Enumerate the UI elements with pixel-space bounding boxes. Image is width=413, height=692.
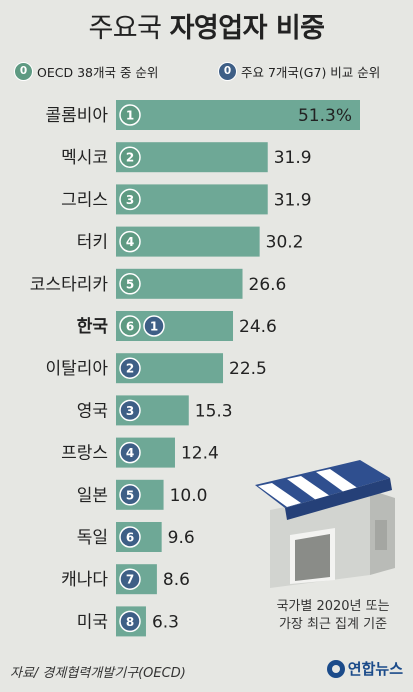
value-label: 8.6 [163, 570, 190, 590]
value-label: 10.0 [170, 486, 208, 506]
g7-rank-badge [143, 315, 165, 337]
oecd-rank-badge [119, 188, 141, 211]
oecd-rank-badge [119, 273, 141, 295]
oecd-rank-number: 3 [126, 193, 134, 207]
category-label: 캐나다 [61, 570, 108, 590]
note-line-2: 가장 최근 집계 기준 [278, 617, 388, 632]
title-bold: 자영업자 비중 [169, 13, 325, 44]
legend-g7: 0 주요 7개국(G7) 비교 순위 [218, 62, 380, 81]
value-label: 9.6 [168, 528, 195, 548]
logo-text: 연합뉴스 [347, 660, 403, 678]
logo-mark-icon [326, 659, 345, 678]
value-label: 30.2 [266, 233, 304, 253]
note-line-1: 국가별 2020년 또는 [276, 599, 390, 614]
value-label: 26.6 [249, 275, 287, 295]
g7-rank-number: 8 [126, 615, 134, 629]
category-label: 독일 [77, 528, 108, 548]
g7-rank-number: 5 [126, 488, 134, 502]
g7-rank-number: 6 [126, 531, 134, 545]
legend-oecd-badge: 0 [14, 62, 33, 81]
bar [116, 100, 360, 130]
g7-rank-badge [119, 526, 141, 548]
g7-rank-badge [119, 610, 141, 633]
oecd-rank-number: 6 [126, 320, 134, 334]
category-label: 미국 [77, 612, 108, 632]
legend-oecd-label: OECD 38개국 중 순위 [37, 65, 159, 80]
category-label: 터키 [77, 233, 108, 253]
category-label: 영국 [77, 401, 108, 421]
oecd-rank-badge [119, 315, 141, 337]
category-label: 프랑스 [61, 444, 108, 464]
value-label: 31.9 [274, 190, 312, 210]
g7-rank-badge [119, 357, 141, 379]
chart-note: 국가별 2020년 또는 가장 최근 집계 기준 [258, 598, 408, 634]
g7-rank-number: 2 [126, 362, 134, 376]
category-label: 멕시코 [61, 148, 108, 168]
value-label: 15.3 [195, 401, 233, 421]
g7-rank-badge [119, 568, 141, 590]
bar [116, 142, 268, 173]
title-light: 주요국 [88, 13, 162, 44]
g7-rank-number: 7 [126, 573, 134, 587]
oecd-rank-number: 4 [126, 235, 134, 249]
oecd-rank-badge [119, 230, 141, 253]
g7-rank-badge [119, 484, 141, 506]
value-label: 12.4 [181, 444, 219, 464]
g7-rank-number: 1 [150, 320, 158, 334]
bar [116, 184, 268, 215]
oecd-rank-number: 2 [126, 151, 134, 165]
legend-g7-label: 주요 7개국(G7) 비교 순위 [241, 65, 381, 80]
chart-title: 주요국 자영업자 비중 [0, 6, 413, 45]
category-label: 그리스 [61, 190, 108, 210]
g7-rank-number: 4 [126, 446, 134, 460]
source-text: 자료/ 경제협력개발기구(OECD) [10, 666, 186, 681]
legend-oecd: 0 OECD 38개국 중 순위 [14, 62, 158, 81]
value-label: 6.3 [152, 612, 179, 632]
publisher-logo: 연합뉴스 [326, 658, 403, 679]
g7-rank-badge [119, 441, 141, 464]
oecd-rank-number: 5 [126, 277, 134, 291]
oecd-rank-number: 1 [126, 109, 134, 123]
storefront-icon [255, 460, 395, 588]
oecd-rank-badge [119, 146, 141, 168]
category-label: 콜롬비아 [45, 106, 108, 126]
category-label: 한국 [77, 317, 109, 337]
value-label: 24.6 [239, 317, 277, 337]
g7-rank-badge [119, 399, 141, 422]
oecd-rank-badge [119, 104, 141, 126]
category-label: 일본 [77, 486, 108, 506]
category-label: 이탈리아 [45, 359, 108, 379]
legend-g7-badge: 0 [218, 62, 237, 81]
value-label: 51.3% [298, 106, 352, 126]
category-label: 코스타리카 [30, 275, 109, 295]
g7-rank-number: 3 [126, 404, 134, 418]
value-label: 22.5 [229, 359, 267, 379]
value-label: 31.9 [274, 148, 312, 168]
